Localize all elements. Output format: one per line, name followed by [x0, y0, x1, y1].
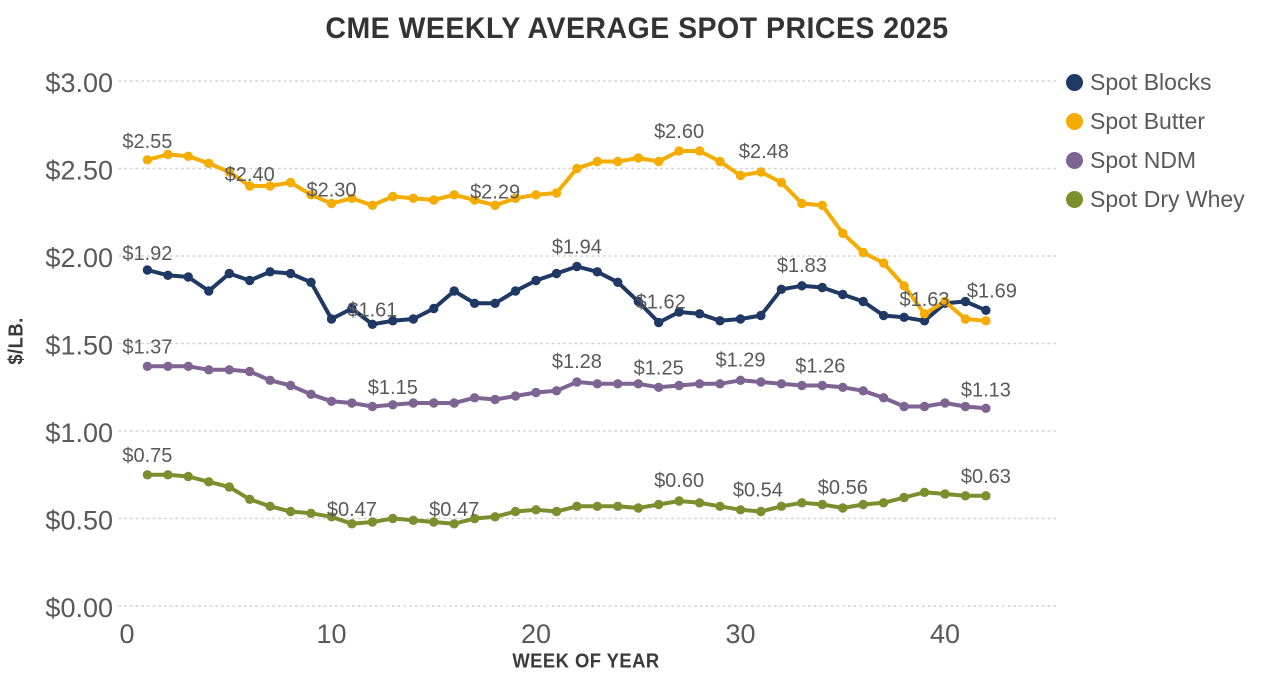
series-spot-dry-whey [142, 470, 991, 529]
svg-text:$1.92: $1.92 [122, 243, 172, 265]
svg-text:20: 20 [521, 619, 551, 649]
svg-text:$1.69: $1.69 [967, 280, 1017, 302]
series-spot-butter [142, 146, 991, 326]
svg-text:$0.75: $0.75 [122, 445, 172, 467]
svg-text:$1.62: $1.62 [636, 292, 686, 314]
legend-label-spot-blocks: Spot Blocks [1090, 69, 1212, 95]
svg-text:$0.47: $0.47 [327, 499, 377, 521]
chart-title: CME WEEKLY AVERAGE SPOT PRICES 2025 [325, 12, 949, 45]
svg-text:$2.29: $2.29 [470, 181, 520, 203]
legend-label-spot-dry-whey: Spot Dry Whey [1090, 186, 1245, 212]
svg-text:$1.00: $1.00 [45, 418, 113, 448]
svg-text:$0.56: $0.56 [818, 477, 868, 499]
data-labels: $1.92 $1.61 $1.94 $1.62 $1.83 $1.63 $1.69 $2.55… [122, 121, 1017, 521]
svg-text:$0.00: $0.00 [45, 593, 113, 623]
svg-text:30: 30 [725, 619, 755, 649]
x-tick-labels: 0 10 20 30 40 [119, 619, 960, 649]
svg-text:$0.63: $0.63 [961, 466, 1011, 488]
svg-text:$1.94: $1.94 [552, 237, 602, 259]
svg-text:$2.48: $2.48 [739, 141, 789, 163]
x-axis-title: WEEK OF YEAR [512, 650, 660, 673]
svg-text:$0.60: $0.60 [654, 470, 704, 492]
svg-text:$2.50: $2.50 [45, 156, 113, 186]
svg-text:$1.37: $1.37 [122, 336, 172, 358]
svg-text:$3.00: $3.00 [45, 68, 113, 98]
svg-text:$2.00: $2.00 [45, 243, 113, 273]
svg-text:$1.25: $1.25 [634, 357, 684, 379]
legend-item-spot-ndm[interactable]: Spot NDM [1066, 141, 1245, 180]
svg-text:10: 10 [316, 619, 346, 649]
legend-swatch-spot-dry-whey [1066, 191, 1083, 208]
legend-swatch-spot-butter [1066, 113, 1083, 130]
svg-text:40: 40 [930, 619, 960, 649]
svg-text:$1.29: $1.29 [715, 349, 765, 371]
svg-text:0: 0 [119, 619, 134, 649]
svg-text:$1.28: $1.28 [552, 351, 602, 373]
svg-text:$2.30: $2.30 [306, 180, 356, 202]
legend-item-spot-blocks[interactable]: Spot Blocks [1066, 63, 1245, 102]
legend-label-spot-ndm: Spot NDM [1090, 147, 1197, 173]
y-axis-title: $/LB. [5, 317, 28, 365]
series-spot-blocks [142, 261, 991, 329]
svg-text:$1.63: $1.63 [899, 289, 949, 311]
svg-text:$1.26: $1.26 [795, 356, 845, 378]
svg-text:$2.55: $2.55 [122, 131, 172, 153]
svg-text:$1.61: $1.61 [347, 299, 397, 321]
series-spot-ndm [142, 361, 991, 413]
svg-text:$1.50: $1.50 [45, 331, 113, 361]
legend-item-spot-dry-whey[interactable]: Spot Dry Whey [1066, 180, 1245, 219]
legend-swatch-spot-ndm [1066, 152, 1083, 169]
svg-text:$2.40: $2.40 [225, 164, 275, 186]
svg-text:$1.15: $1.15 [368, 377, 418, 399]
svg-text:$0.50: $0.50 [45, 506, 113, 536]
svg-text:$1.13: $1.13 [961, 379, 1011, 401]
legend-item-spot-butter[interactable]: Spot Butter [1066, 102, 1245, 141]
y-tick-labels: $0.00 $0.50 $1.00 $1.50 $2.00 $2.50 $3.00 [45, 68, 113, 623]
svg-text:$2.60: $2.60 [654, 121, 704, 143]
legend-label-spot-butter: Spot Butter [1090, 108, 1206, 134]
legend: Spot Blocks Spot Butter Spot NDM Spot Dr… [1066, 63, 1245, 219]
gridlines [118, 80, 1059, 607]
svg-text:$0.47: $0.47 [429, 499, 479, 521]
svg-text:$1.83: $1.83 [777, 255, 827, 277]
svg-text:$0.54: $0.54 [733, 480, 783, 502]
legend-swatch-spot-blocks [1066, 74, 1083, 91]
